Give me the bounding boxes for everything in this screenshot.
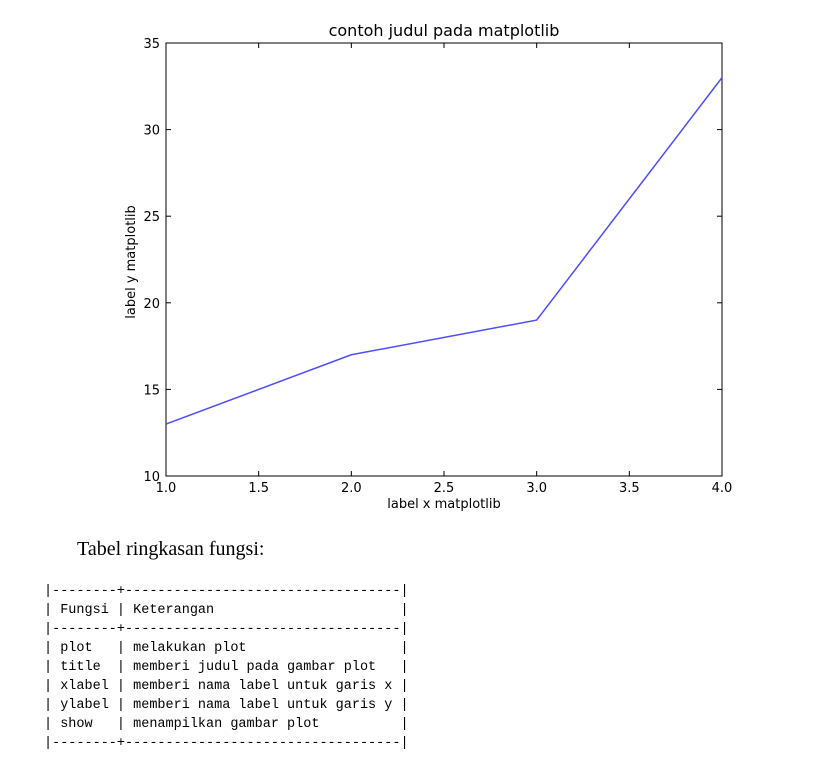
y-axis-label: label y matplotlib: [124, 205, 139, 319]
y-tick-label: 20: [143, 297, 160, 312]
x-tick-label: 3.0: [526, 481, 547, 496]
table-row: | xlabel | memberi nama label untuk gari…: [44, 679, 409, 694]
axes-frame: [165, 42, 723, 477]
table-border-bottom: |--------+------------------------------…: [44, 736, 409, 751]
x-tick-label: 1.5: [248, 481, 269, 496]
summary-table: |--------+------------------------------…: [44, 582, 409, 753]
x-tick-label: 3.5: [619, 481, 640, 496]
y-tick-label: 15: [143, 383, 160, 398]
table-border-mid: |--------+------------------------------…: [44, 622, 409, 637]
table-header-row: | Fungsi | Keterangan |: [44, 603, 409, 618]
table-border-top: |--------+------------------------------…: [44, 584, 409, 599]
table-row: | ylabel | memberi nama label untuk gari…: [44, 698, 409, 713]
table-row: | plot | melakukan plot |: [44, 641, 409, 656]
y-tick-label: 35: [143, 37, 160, 52]
table-caption: Tabel ringkasan fungsi:: [77, 538, 265, 560]
line-chart: contoh judul pada matplotlib 1.0 1.5 2.0 2.…: [124, 21, 732, 512]
x-tick-label: 4.0: [712, 481, 733, 496]
plot-area: 1.0 1.5 2.0 2.5 3.0 3.5 4.0 10 15 20 25 30 35: [143, 37, 732, 496]
y-tick-label: 25: [143, 210, 160, 225]
table-row: | show | menampilkan gambar plot |: [44, 717, 409, 732]
y-tick-label: 30: [143, 124, 160, 139]
y-tick-label: 10: [143, 470, 160, 485]
chart-title: contoh judul pada matplotlib: [329, 21, 560, 40]
table-row: | title | memberi judul pada gambar plot…: [44, 660, 409, 675]
x-tick-label: 2.5: [434, 481, 455, 496]
x-tick-label: 1.0: [156, 481, 177, 496]
x-tick-label: 2.0: [341, 481, 362, 496]
x-axis-label: label x matplotlib: [387, 497, 501, 512]
series-line: [165, 77, 723, 425]
